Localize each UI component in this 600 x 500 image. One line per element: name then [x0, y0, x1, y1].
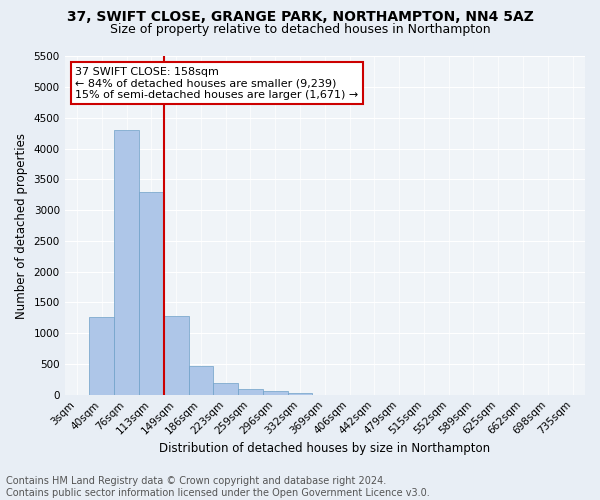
Text: Contains HM Land Registry data © Crown copyright and database right 2024.
Contai: Contains HM Land Registry data © Crown c… — [6, 476, 430, 498]
Bar — [89, 317, 114, 394]
Bar — [238, 389, 263, 394]
Y-axis label: Number of detached properties: Number of detached properties — [15, 132, 28, 318]
Bar — [188, 366, 214, 394]
Text: Size of property relative to detached houses in Northampton: Size of property relative to detached ho… — [110, 22, 490, 36]
Bar — [164, 316, 188, 394]
X-axis label: Distribution of detached houses by size in Northampton: Distribution of detached houses by size … — [159, 442, 490, 455]
Bar — [139, 192, 164, 394]
Bar — [263, 390, 287, 394]
Bar — [287, 392, 313, 394]
Bar — [214, 382, 238, 394]
Text: 37, SWIFT CLOSE, GRANGE PARK, NORTHAMPTON, NN4 5AZ: 37, SWIFT CLOSE, GRANGE PARK, NORTHAMPTO… — [67, 10, 533, 24]
Text: 37 SWIFT CLOSE: 158sqm
← 84% of detached houses are smaller (9,239)
15% of semi-: 37 SWIFT CLOSE: 158sqm ← 84% of detached… — [75, 66, 358, 100]
Bar — [114, 130, 139, 394]
